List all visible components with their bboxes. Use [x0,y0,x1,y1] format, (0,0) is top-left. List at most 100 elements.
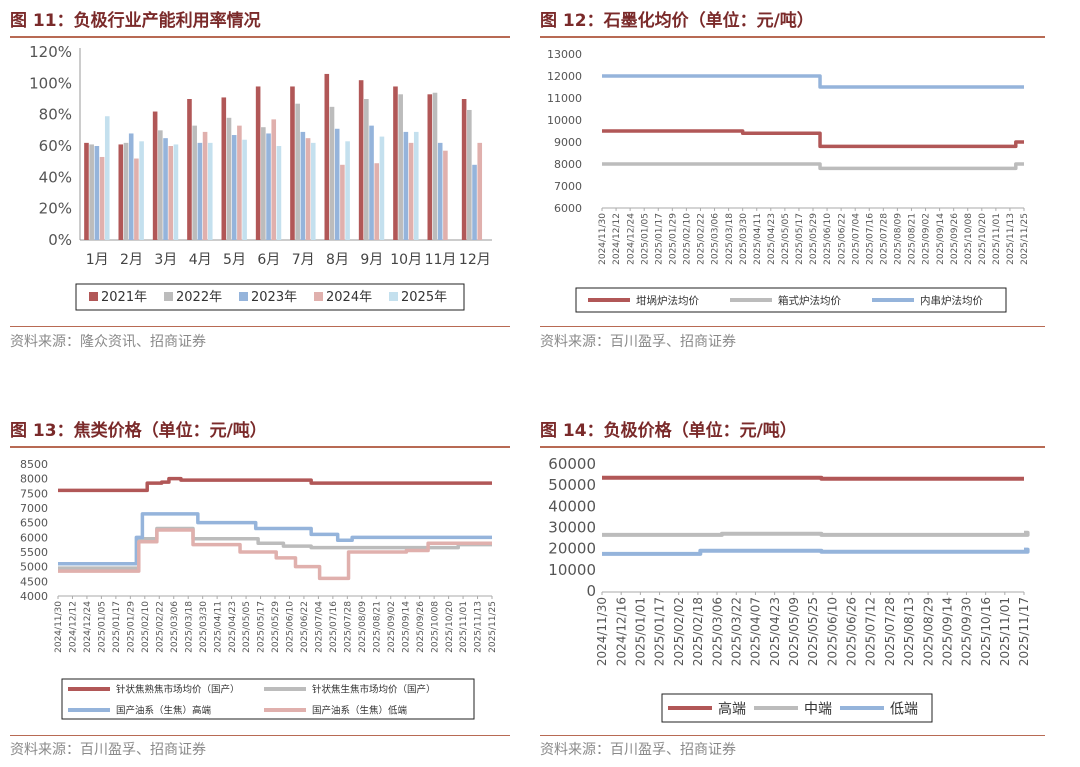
panel-coke-price: 图 13：焦类价格（单位：元/吨） 4000 4500 5000 5500 6000 65… [10,412,510,767]
legend-swatch [164,292,173,301]
bar [374,163,380,240]
x-tick-label: 8月 [326,252,349,268]
bar [261,127,266,240]
panel-title: 图 14：负极价格（单位：元/吨） [540,421,797,441]
x-tick-label: 2025/08/29 [921,597,935,666]
x-tick-label: 2025/09/14 [940,597,954,666]
x-tick-label: 2025/11/25 [1020,213,1030,265]
bar [408,142,414,240]
title-rule [10,446,510,448]
x-tick-label: 2024/12/24 [626,213,636,265]
series-line [602,162,1024,171]
x-tick-label: 2025/07/28 [883,597,897,666]
legend-box [61,678,475,720]
bar [173,144,179,240]
source-note: 资料来源：百川盈孚、招商证券 [540,742,736,758]
x-tick-label: 2025/07/04 [315,601,325,653]
legend-swatch [89,292,98,301]
x-tick-label: 2024/12/12 [612,213,622,265]
bar [187,99,192,240]
bar [207,142,213,240]
bar [393,86,398,240]
y-tick-label: 7000 [20,502,48,515]
x-tick-label: 2025/04/11 [213,601,223,653]
bar [168,146,174,240]
bar [163,138,168,240]
y-tick-label: 60000 [548,455,596,473]
legend-label: 针状焦生焦市场均价（国产） [312,684,436,696]
legend-label: 内串炉法均价 [920,294,983,307]
source-rule [540,326,1045,327]
source-note: 资料来源：百川盈孚、招商证券 [540,334,736,350]
x-tick-label: 2025/06/10 [286,601,296,653]
x-tick-label: 2024/12/24 [83,601,93,653]
legend-label: 2025年 [401,290,447,305]
y-tick-label: 120% [29,43,72,61]
x-tick-label: 2025/06/10 [823,213,833,265]
x-tick-label: 2025/05/29 [809,213,819,265]
x-tick-label: 2025/02/18 [691,597,705,666]
x-tick-label: 2024/11/30 [598,213,608,265]
x-tick-label: 2025/06/10 [825,597,839,666]
x-tick-label: 2025/07/28 [343,601,353,653]
x-tick-label: 2025/01/05 [98,601,108,653]
bar [271,119,277,240]
bar [300,131,306,240]
bar [231,135,237,240]
title-rule [540,36,1045,38]
bar [477,142,483,240]
y-tick-label: 30000 [548,519,596,537]
bar [461,99,467,240]
x-tick-label: 2025/11/13 [1006,213,1016,265]
x-tick-label: 2024/12/16 [614,597,628,666]
bar [305,138,311,240]
y-tick-label: 20% [39,200,72,218]
panel-title: 图 13：焦类价格（单位：元/吨） [10,421,267,441]
y-tick-label: 20000 [548,540,596,558]
legend-box [575,287,1007,313]
x-tick-label: 2025/03/06 [711,213,721,265]
bar [192,125,197,240]
x-tick-label: 2025/04/11 [753,213,763,265]
x-tick-label: 2025/11/13 [474,601,484,653]
x-tick-label: 2025/05/17 [795,213,805,265]
bar [226,117,232,240]
y-tick-label: 4500 [20,575,48,588]
bar [237,125,242,240]
legend-label: 针状焦熟焦市场均价（国产） [116,684,240,696]
bar [310,142,316,240]
x-tick-label: 2025/05/25 [806,597,820,666]
bar [443,150,448,240]
bar [266,133,271,240]
x-tick-label: 2025/04/07 [749,597,763,666]
legend-label: 国产油系（生焦）高端 [116,705,212,717]
source-rule [10,735,510,736]
x-tick-label: 2025/07/12 [864,597,878,666]
x-tick-label: 7月 [292,252,315,268]
x-tick-label: 10月 [390,252,422,268]
bar [134,158,139,240]
x-tick-label: 2025/08/21 [908,213,918,265]
y-tick-label: 60% [39,137,72,155]
x-tick-label: 2025/01/01 [634,597,648,666]
x-tick-label: 6月 [257,252,280,268]
bar [99,156,105,240]
panel-capacity-utilization: 图 11：负极行业产能利用率情况 0% 20% 40% 60% 80% 100% 120% 1… [10,0,510,360]
x-tick-label: 2024/11/30 [595,597,609,666]
x-tick-label: 2025/03/30 [739,213,749,265]
y-tick-label: 13000 [547,48,582,61]
bar [152,111,158,241]
legend-label: 2022年 [176,290,222,305]
y-tick-label: 5500 [20,546,48,559]
x-tick-label: 2025/09/14 [401,601,411,653]
series-line [602,475,1024,481]
y-tick-label: 11000 [547,92,582,105]
x-tick-label: 2025/05/17 [257,601,267,653]
x-tick-label: 2025/01/29 [668,213,678,265]
y-tick-label: 12000 [547,70,582,83]
x-tick-label: 2025/01/29 [126,601,136,653]
chart-capacity-utilization: 0% 20% 40% 60% 80% 100% 120% 1月 2月 3月 4月 5月 6月 7月 8月 9月… [29,43,492,311]
x-tick-label: 2月 [120,252,143,268]
legend-label: 2024年 [326,290,372,305]
panel-graphitization-price: 图 12：石墨化均价（单位：元/吨） 6000 7000 8000 9000 10000… [540,0,1045,360]
